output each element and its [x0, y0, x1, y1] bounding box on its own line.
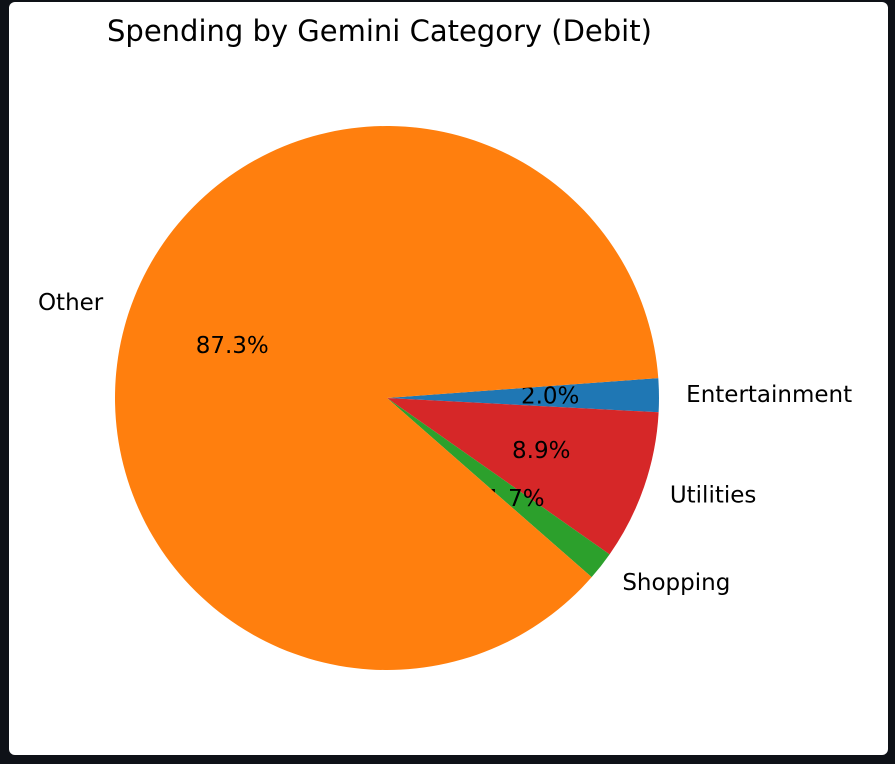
pie-slice-entertainment — [387, 378, 659, 413]
pct-label-utilities: 8.9% — [512, 438, 570, 464]
category-label-shopping: Shopping — [622, 570, 730, 596]
pie-slice-other — [114, 126, 659, 670]
pct-label-other: 87.3% — [196, 333, 269, 359]
pie-chart: 2.0% Entertainment8.9%Utilities1.7%Shoppi… — [38, 126, 852, 670]
pct-label-entertainment: 2.0% — [521, 383, 579, 409]
chart-title: Spending by Gemini Category (Debit) — [107, 14, 652, 48]
category-label-other: Other — [38, 290, 104, 316]
pie-slice-shopping — [387, 398, 610, 578]
pie-slice-utilities — [387, 398, 659, 555]
chart-card: Spending by Gemini Category (Debit) 2.0%… — [9, 2, 888, 755]
category-label-utilities: Utilities — [670, 483, 757, 509]
category-label-entertainment: Entertainment — [686, 382, 852, 408]
